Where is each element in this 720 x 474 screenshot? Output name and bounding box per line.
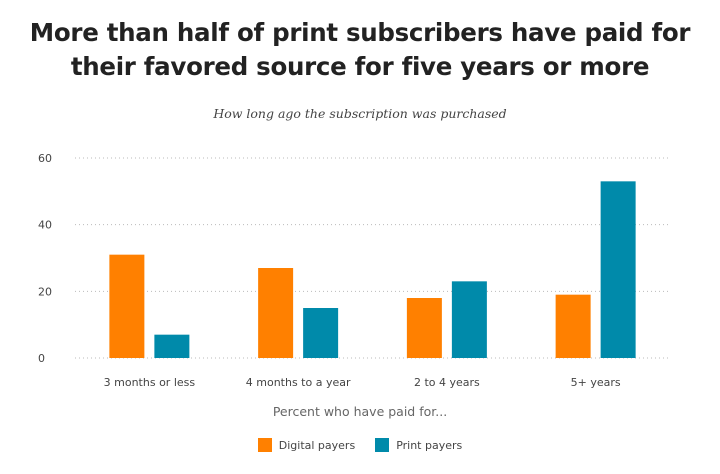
bar-print-payers-1 bbox=[303, 308, 339, 358]
x-axis-label: Percent who have paid for... bbox=[272, 404, 448, 419]
y-tick-label-40: 40 bbox=[38, 219, 52, 232]
y-tick-label-20: 20 bbox=[38, 285, 52, 298]
x-tick-label-3: 5+ years bbox=[571, 376, 621, 389]
bar-digital-payers-2 bbox=[406, 298, 442, 358]
x-tick-label-1: 4 months to a year bbox=[246, 376, 351, 389]
legend: Digital payers Print payers bbox=[0, 438, 720, 452]
legend-label-print: Print payers bbox=[396, 438, 463, 452]
legend-swatch-print bbox=[375, 438, 390, 452]
bar-print-payers-3 bbox=[600, 181, 636, 358]
bar-digital-payers-3 bbox=[555, 294, 591, 358]
chart-subtitle: How long ago the subscription was purcha… bbox=[213, 106, 507, 121]
bar-digital-payers-1 bbox=[258, 268, 294, 358]
chart-title: More than half of print subscribers have… bbox=[29, 18, 691, 81]
x-tick-label-2: 2 to 4 years bbox=[414, 376, 480, 389]
legend-label-digital: Digital payers bbox=[278, 438, 356, 452]
bar-print-payers-0 bbox=[154, 334, 190, 358]
legend-item-digital: Digital payers bbox=[257, 438, 356, 452]
y-tick-label-60: 60 bbox=[38, 152, 52, 165]
y-tick-label-0: 0 bbox=[38, 352, 45, 365]
x-tick-label-0: 3 months or less bbox=[104, 376, 196, 389]
legend-swatch-digital bbox=[257, 438, 272, 452]
legend-item-print: Print payers bbox=[375, 438, 462, 452]
bar-print-payers-2 bbox=[451, 281, 487, 358]
bar-digital-payers-0 bbox=[109, 254, 145, 358]
